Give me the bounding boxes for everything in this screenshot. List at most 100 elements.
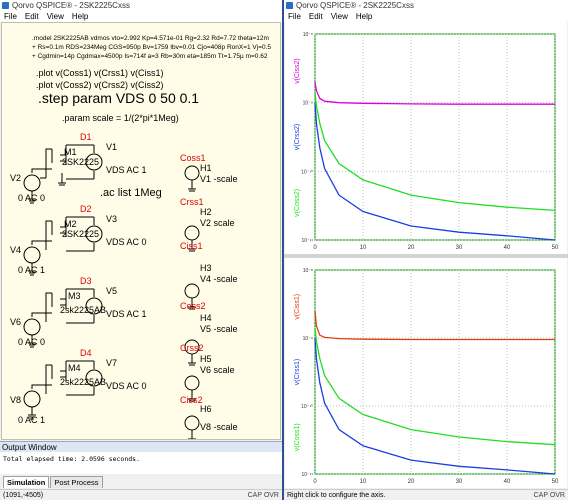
vsource-label[interactable]: V1 <box>106 142 118 152</box>
plot-top-chart[interactable]: 10⁻⁸ 10⁻⁹ 10⁻¹⁰ 10⁻¹¹0 10 20 30 40 50 v(Ciss2) v(C… <box>285 22 567 254</box>
y-tick-label: 10⁻¹¹ <box>301 472 313 478</box>
probe-net-label[interactable]: Ciss1 <box>180 241 203 251</box>
output-window-header: Output Window <box>0 441 282 452</box>
waveform-window: Qorvo QSPICE® - 2SK2225Cxss File Edit Vi… <box>284 0 568 500</box>
x-tick-label: 50 <box>552 479 559 485</box>
model-line-3: + Cgdmin=14p Cgdmax=4500p Is=714f a=3 Rb… <box>32 53 268 60</box>
series-line-vciss1[interactable] <box>314 310 555 341</box>
probe-label[interactable]: H4 <box>200 313 212 323</box>
menu-help[interactable]: Help <box>71 12 89 21</box>
probe-expr: V8 -scale <box>200 422 238 432</box>
mosfet-part: 2SK2225 <box>62 229 100 239</box>
probe-expr: V5 -scale <box>200 324 238 334</box>
x-tick-label: 50 <box>552 245 559 251</box>
series-line-vciss2[interactable] <box>314 81 555 105</box>
probe-net-label[interactable]: Ciss2 <box>180 395 203 405</box>
keyboard-mode: CAP OVR <box>533 491 565 499</box>
menu-help[interactable]: Help <box>355 12 373 21</box>
gate-source-label[interactable]: V8 <box>10 395 22 405</box>
probe-label[interactable]: H1 <box>200 163 212 173</box>
x-tick-label: 20 <box>408 245 415 251</box>
tab-post-process[interactable]: Post Process <box>50 476 103 488</box>
probe-label[interactable]: H6 <box>200 404 212 414</box>
plot-pane-bottom[interactable]: 10⁻⁸ 10⁻⁹ 10⁻¹⁰ 10⁻¹¹ 0 10 20 30 40 50 v(Ciss1) v(C… <box>285 258 567 488</box>
probe-net-label[interactable]: Coss1 <box>180 153 206 163</box>
probe-net-label[interactable]: Crss2 <box>180 343 204 353</box>
probe-expr: V6 scale <box>200 365 235 375</box>
plot-directive-1[interactable]: .plot v(Coss1) v(Crss1) v(Ciss1) <box>36 68 164 78</box>
y-tick-label: 10⁻⁸ <box>303 268 313 274</box>
x-tick-label: 40 <box>504 479 511 485</box>
probe-expr: V1 -scale <box>200 174 238 184</box>
series-line-vcrss1[interactable] <box>314 337 556 475</box>
param-directive[interactable]: .param scale = 1/(2*pi*1Meg) <box>62 113 179 123</box>
series-line-vcoss1[interactable] <box>314 328 556 446</box>
model-line-1: .model 2SK2225AB vdmos vto=2.992 Kp=4.57… <box>32 35 269 42</box>
y-tick-label: 10⁻⁹ <box>303 101 313 107</box>
bottom-tabs: Simulation Post Process <box>0 476 282 488</box>
output-text: Total elapsed time: 2.0596 seconds. <box>3 455 140 463</box>
menu-view[interactable]: View <box>330 12 348 21</box>
probe-net-label[interactable]: Coss2 <box>180 301 206 311</box>
menu-view[interactable]: View <box>46 12 64 21</box>
y-tick-label: 10⁻⁸ <box>303 32 313 38</box>
model-line-2: + Rs=0.1m RDS=234Meg CGS=950p Bv=1759 Ib… <box>32 44 272 51</box>
trace-label[interactable]: v(Ciss2) <box>294 58 301 84</box>
gate-source-value: 0 AC 0 <box>18 193 46 203</box>
probe-label[interactable]: H2 <box>200 207 212 217</box>
gate-source-label[interactable]: V4 <box>10 245 22 255</box>
diode-label[interactable]: D4 <box>80 348 92 358</box>
series-line-vcrss2[interactable] <box>314 102 556 241</box>
schematic-canvas[interactable]: .model 2SK2225AB vdmos vto=2.992 Kp=4.57… <box>1 22 281 440</box>
output-window-body: Total elapsed time: 2.0596 seconds. <box>0 452 282 474</box>
plot-directive-2[interactable]: .plot v(Coss2) v(Crss2) v(Ciss2) <box>36 80 164 90</box>
app-icon <box>286 2 293 9</box>
gate-source-label[interactable]: V6 <box>10 317 22 327</box>
tab-simulation[interactable]: Simulation <box>3 476 50 488</box>
series-line-vcoss2[interactable] <box>314 92 556 212</box>
x-tick-label: 10 <box>360 245 367 251</box>
y-tick-label: 10⁻¹¹ <box>301 238 313 244</box>
window-title: Qorvo QSPICE® - 2SK2225Cxss <box>296 1 414 10</box>
mosfet-label[interactable]: M2 <box>64 219 77 229</box>
mosfet-label[interactable]: M1 <box>64 147 77 157</box>
plot-splitter[interactable] <box>284 254 568 258</box>
trace-label[interactable]: v(Coss1) <box>294 423 301 451</box>
schematic-window: Qorvo QSPICE® - 2SK2225Cxss File Edit Vi… <box>0 0 282 500</box>
step-directive[interactable]: .step param VDS 0 50 0.1 <box>38 90 200 106</box>
mosfet-part: 2sk2225AB <box>60 305 107 315</box>
diode-label[interactable]: D1 <box>80 132 92 142</box>
vsource-label[interactable]: V7 <box>106 358 118 368</box>
gate-source-label[interactable]: V2 <box>10 173 22 183</box>
probe-net-label[interactable]: Crss1 <box>180 197 204 207</box>
menu-edit[interactable]: Edit <box>308 12 323 21</box>
mosfet-label[interactable]: M3 <box>68 291 81 301</box>
probe-label[interactable]: H3 <box>200 263 212 273</box>
probe-label[interactable]: H5 <box>200 354 212 364</box>
window-title: Qorvo QSPICE® - 2SK2225Cxss <box>12 1 130 10</box>
plot-pane-top[interactable]: 10⁻⁸ 10⁻⁹ 10⁻¹⁰ 10⁻¹¹ 0 10 20 30 40 50 v(Ciss2) v(C… <box>285 22 567 254</box>
plot-frame <box>314 269 556 475</box>
probe-expr: V4 -scale <box>200 274 238 284</box>
diode-label[interactable]: D2 <box>80 204 92 214</box>
plot-frame <box>314 33 556 241</box>
vsource-label[interactable]: V3 <box>106 214 118 224</box>
y-tick-label: 10⁻⁹ <box>303 336 313 342</box>
trace-label[interactable]: v(Ciss1) <box>294 294 301 320</box>
ac-directive[interactable]: .ac list 1Meg <box>100 187 162 199</box>
menu-file[interactable]: File <box>288 12 301 21</box>
title-bar: Qorvo QSPICE® - 2SK2225Cxss <box>284 0 568 11</box>
trace-label[interactable]: v(Crss2) <box>294 124 301 150</box>
vsource-label[interactable]: V5 <box>106 286 118 296</box>
vsource-value: VDS AC 1 <box>106 165 147 175</box>
diode-label[interactable]: D3 <box>80 276 92 286</box>
vsource-value: VDS AC 0 <box>106 381 147 391</box>
trace-label[interactable]: v(Coss2) <box>294 189 301 217</box>
mosfet-label[interactable]: M4 <box>68 363 81 373</box>
trace-label[interactable]: v(Crss1) <box>294 359 301 385</box>
menu-file[interactable]: File <box>4 12 17 21</box>
menu-edit[interactable]: Edit <box>24 12 39 21</box>
plot-bottom-chart[interactable]: 10⁻⁸ 10⁻⁹ 10⁻¹⁰ 10⁻¹¹0 10 20 30 40 50 v(Ciss1) v(C… <box>285 258 567 488</box>
x-tick-label: 30 <box>456 479 463 485</box>
y-tick-label: 10⁻¹⁰ <box>301 404 313 410</box>
